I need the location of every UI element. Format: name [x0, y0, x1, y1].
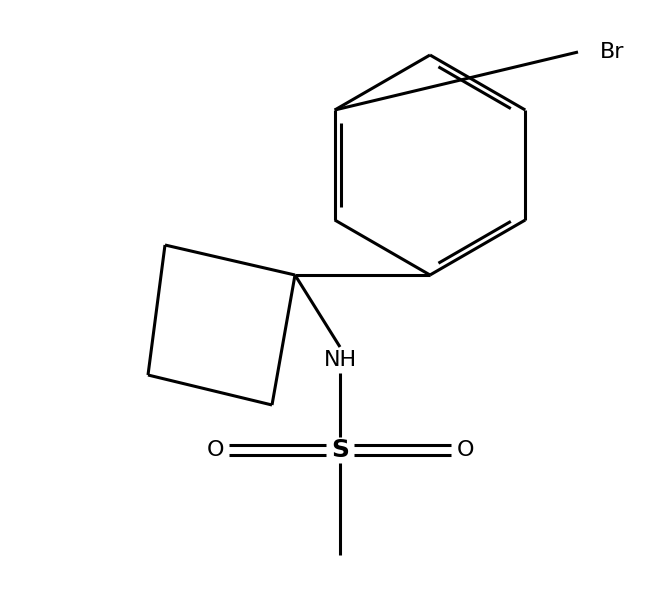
Text: O: O [206, 440, 224, 460]
Text: S: S [331, 438, 349, 462]
Text: O: O [456, 440, 474, 460]
Text: Br: Br [600, 42, 624, 62]
Text: NH: NH [324, 350, 357, 370]
